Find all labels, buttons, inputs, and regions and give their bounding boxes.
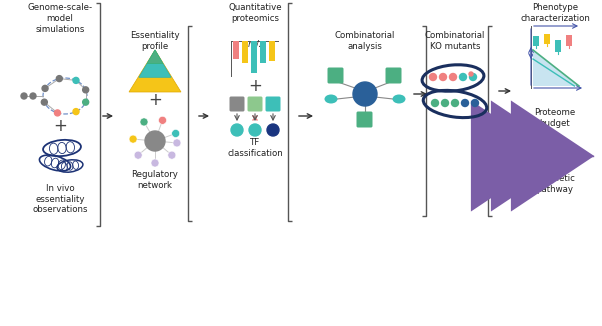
Bar — [544, 34, 550, 44]
FancyBboxPatch shape — [247, 96, 262, 111]
Bar — [233, 41, 239, 59]
Circle shape — [173, 139, 181, 147]
Circle shape — [462, 99, 468, 107]
Circle shape — [429, 73, 436, 81]
Polygon shape — [533, 50, 579, 86]
FancyBboxPatch shape — [385, 67, 402, 83]
Circle shape — [353, 82, 377, 106]
Text: Proteome
budget: Proteome budget — [535, 108, 576, 128]
Text: +: + — [148, 91, 162, 109]
Circle shape — [471, 99, 479, 107]
Text: Regulatory
network: Regulatory network — [132, 170, 178, 190]
Polygon shape — [139, 50, 171, 77]
Text: Quantitative
proteomics: Quantitative proteomics — [228, 3, 282, 23]
Text: +: + — [53, 117, 67, 135]
Polygon shape — [147, 50, 163, 64]
Circle shape — [450, 73, 456, 81]
FancyBboxPatch shape — [356, 111, 373, 127]
Text: Essentiality
profile: Essentiality profile — [130, 31, 180, 51]
Circle shape — [267, 124, 279, 136]
Circle shape — [42, 85, 48, 91]
Polygon shape — [129, 50, 181, 92]
Circle shape — [145, 131, 165, 151]
Circle shape — [30, 93, 36, 99]
Circle shape — [134, 151, 142, 159]
Circle shape — [21, 93, 27, 99]
Bar — [555, 40, 561, 52]
Text: TF
classification: TF classification — [227, 138, 283, 158]
Circle shape — [158, 116, 167, 124]
Text: In vivo
essentiality
observations: In vivo essentiality observations — [33, 184, 88, 215]
Circle shape — [140, 118, 148, 126]
Circle shape — [73, 109, 79, 114]
Circle shape — [459, 73, 467, 81]
Circle shape — [249, 124, 261, 136]
Text: +: + — [248, 77, 262, 95]
Circle shape — [441, 99, 448, 107]
Text: Combinatorial
analysis: Combinatorial analysis — [335, 31, 395, 51]
Circle shape — [151, 159, 159, 167]
Text: Combinatorial
KO mutants: Combinatorial KO mutants — [425, 31, 485, 51]
Text: Genome-scale-
model
simulations: Genome-scale- model simulations — [28, 3, 93, 34]
Ellipse shape — [393, 95, 406, 103]
Circle shape — [469, 72, 473, 76]
Circle shape — [54, 110, 60, 116]
Bar — [566, 35, 572, 46]
Text: Synthetic
pathway: Synthetic pathway — [535, 174, 576, 194]
FancyBboxPatch shape — [327, 67, 344, 83]
Circle shape — [470, 73, 477, 81]
Bar — [251, 41, 257, 73]
Bar — [242, 41, 248, 63]
Circle shape — [82, 87, 88, 93]
Circle shape — [172, 129, 179, 138]
Bar — [533, 36, 539, 46]
Circle shape — [82, 99, 88, 105]
Circle shape — [439, 73, 447, 81]
Circle shape — [57, 76, 62, 82]
Circle shape — [231, 124, 243, 136]
Circle shape — [168, 151, 176, 159]
Circle shape — [432, 99, 438, 107]
Circle shape — [73, 77, 79, 83]
Text: $m/z$: $m/z$ — [247, 38, 265, 49]
Text: Phenotype
characterization: Phenotype characterization — [520, 3, 590, 23]
Bar — [269, 41, 275, 61]
Circle shape — [129, 135, 137, 143]
Circle shape — [42, 99, 48, 105]
Circle shape — [452, 99, 459, 107]
Bar — [260, 41, 266, 63]
Ellipse shape — [324, 95, 338, 103]
FancyBboxPatch shape — [229, 96, 244, 111]
FancyBboxPatch shape — [265, 96, 281, 111]
